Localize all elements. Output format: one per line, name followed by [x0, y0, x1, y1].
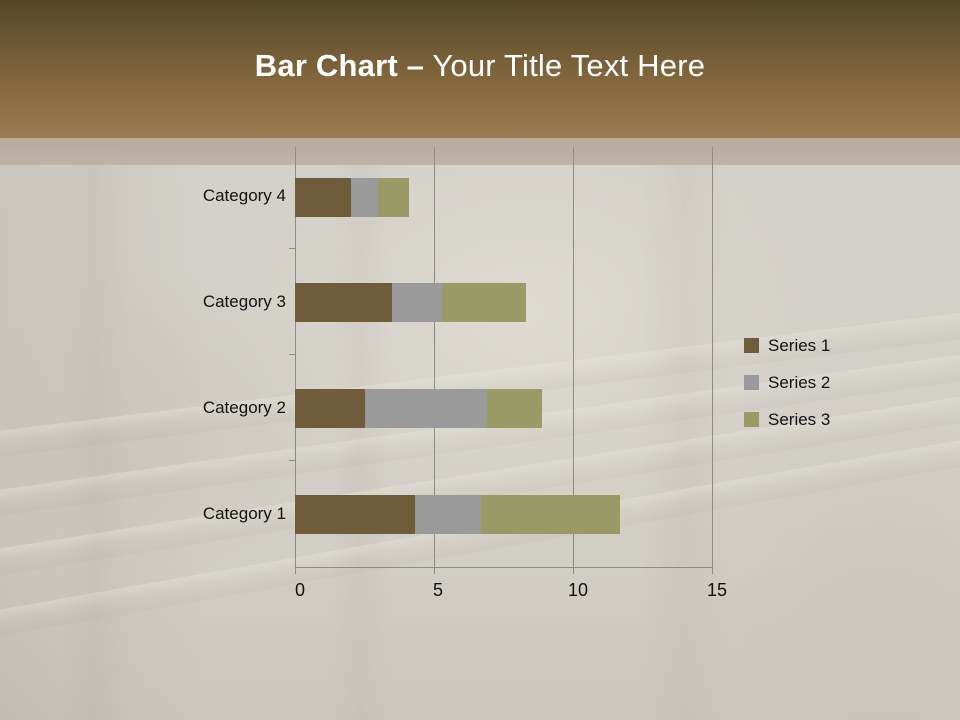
legend-swatch-icon [744, 412, 759, 427]
bar-row-category-3[interactable] [295, 283, 526, 322]
bar-segment-series-1[interactable] [295, 283, 393, 322]
legend-swatch-icon [744, 375, 759, 390]
legend-label: Series 1 [768, 335, 831, 355]
x-axis-tick [573, 567, 574, 574]
x-axis-label-5: 5 [432, 580, 443, 600]
x-axis-label-0: 0 [294, 580, 305, 600]
bar-segment-series-3[interactable] [442, 283, 526, 322]
background-wash-overlay [0, 138, 960, 720]
background-photo [0, 138, 960, 720]
x-axis-tick [712, 567, 713, 574]
y-axis-line [295, 147, 296, 567]
y-axis-tick [289, 354, 296, 355]
bar-segment-series-2[interactable] [414, 495, 482, 534]
chart-legend: Series 1 Series 2 Series 3 [744, 327, 830, 438]
bar-segment-series-1[interactable] [295, 178, 351, 217]
x-axis-label-15: 15 [706, 580, 728, 600]
legend-swatch-icon [744, 338, 759, 353]
page-title: Bar Chart – Your Title Text Here [0, 48, 960, 84]
bar-row-category-1[interactable] [295, 495, 621, 534]
page-title-light: Your Title Text Here [424, 48, 706, 83]
legend-label: Series 3 [768, 409, 831, 429]
plot-area [295, 147, 713, 567]
legend-item-series-2[interactable]: Series 2 [744, 364, 830, 401]
title-bar: Bar Chart – Your Title Text Here [0, 0, 960, 138]
page-title-bold: Bar Chart – [254, 48, 425, 83]
x-axis-tick [295, 567, 296, 574]
y-axis-label-category-2: Category 2 [202, 398, 286, 417]
bar-row-category-2[interactable] [295, 389, 543, 428]
legend-item-series-3[interactable]: Series 3 [744, 401, 830, 438]
gridline-5 [434, 147, 435, 567]
bar-segment-series-3[interactable] [378, 178, 409, 217]
gridline-15 [712, 147, 713, 567]
legend-label: Series 2 [768, 372, 831, 392]
bar-segment-series-1[interactable] [295, 495, 415, 534]
x-axis-line [295, 567, 713, 568]
y-axis-tick [289, 460, 296, 461]
bar-segment-series-2[interactable] [392, 283, 443, 322]
y-axis-tick [289, 248, 296, 249]
bar-segment-series-2[interactable] [364, 389, 487, 428]
bar-segment-series-3[interactable] [481, 495, 621, 534]
bar-row-category-4[interactable] [295, 178, 409, 217]
y-axis-label-category-4: Category 4 [202, 186, 286, 205]
legend-item-series-1[interactable]: Series 1 [744, 327, 830, 364]
y-axis-label-category-1: Category 1 [202, 504, 286, 523]
header-accent-band [0, 138, 960, 165]
bar-segment-series-1[interactable] [295, 389, 365, 428]
bar-segment-series-3[interactable] [486, 389, 543, 428]
gridline-10 [573, 147, 574, 567]
x-axis-tick [434, 567, 435, 574]
y-axis-label-category-3: Category 3 [202, 292, 286, 311]
x-axis-label-10: 10 [567, 580, 589, 600]
bar-segment-series-2[interactable] [350, 178, 379, 217]
